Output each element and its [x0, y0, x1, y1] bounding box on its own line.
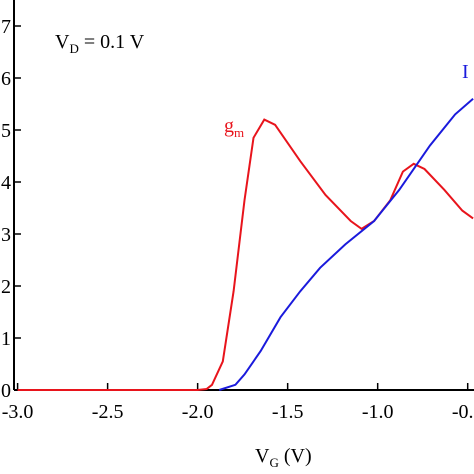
- series-label: I: [462, 61, 469, 83]
- x-label-main: V: [255, 445, 270, 467]
- x-label-rest: (V): [279, 445, 312, 467]
- annotation-sub: D: [69, 41, 78, 56]
- series-label-main: g: [224, 115, 234, 137]
- x-label-sub: G: [269, 455, 278, 470]
- x-tick-label: -1.5: [272, 401, 304, 423]
- x-tick-label: -0.5: [452, 401, 474, 423]
- annotation-rest: = 0.1 V: [79, 31, 145, 53]
- series-label: gm: [224, 115, 244, 140]
- x-tick-label: -1.0: [362, 401, 394, 423]
- series-line: [17, 118, 474, 391]
- annotation: VD = 0.1 V: [55, 31, 145, 56]
- series-line: [218, 98, 474, 391]
- annotation-main: V: [55, 31, 70, 53]
- x-tick-label: -3.0: [2, 401, 34, 423]
- x-tick-label: -2.5: [92, 401, 124, 423]
- x-axis-label: VG (V): [255, 445, 312, 470]
- x-tick-label: -2.0: [182, 401, 214, 423]
- y-tick-label: 4: [1, 172, 11, 194]
- y-tick-label: 1: [1, 328, 11, 350]
- y-tick-label: 5: [1, 120, 11, 142]
- y-tick-label: 6: [1, 68, 11, 90]
- series-label-sub: m: [234, 125, 244, 140]
- y-tick-label: 3: [1, 224, 11, 246]
- y-tick-label: 0: [1, 380, 11, 402]
- y-tick-label: 7: [1, 16, 11, 38]
- y-tick-label: 2: [1, 276, 11, 298]
